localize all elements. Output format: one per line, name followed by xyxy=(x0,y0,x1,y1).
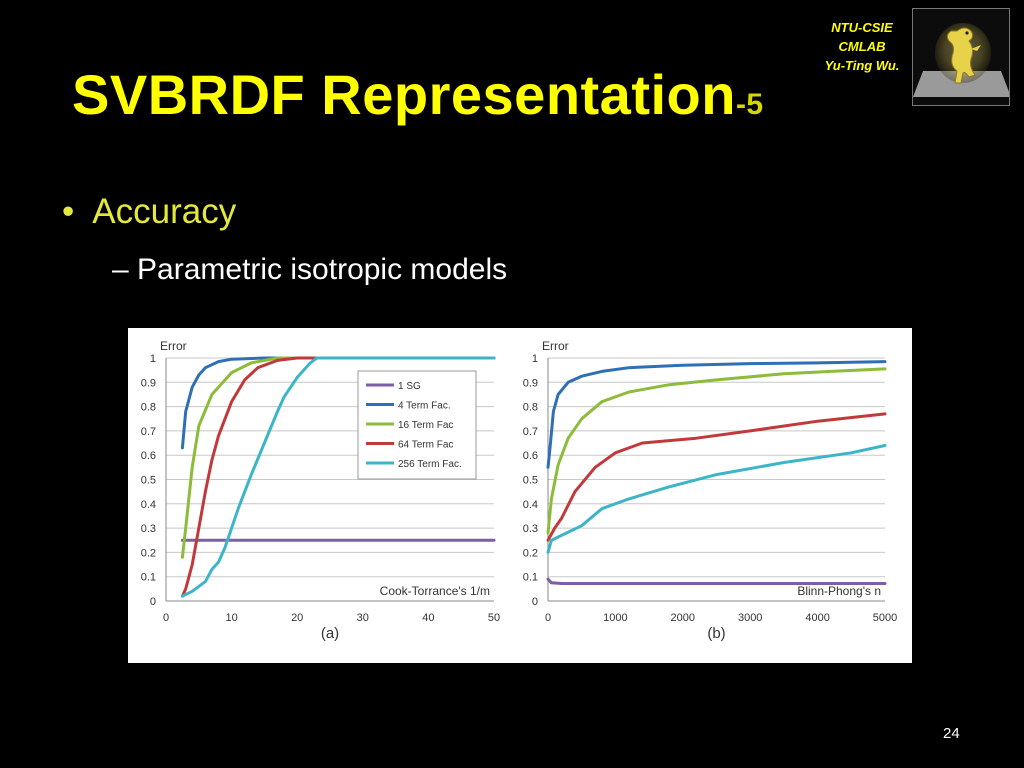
panel-b-ytick-label: 0.7 xyxy=(523,426,538,438)
panel-a-ylabel: Error xyxy=(160,339,187,353)
panel-b-ytick-label: 0.2 xyxy=(523,547,538,559)
panel-b-ytick-label: 0.5 xyxy=(523,475,538,487)
panel-a-panel-label: (a) xyxy=(321,625,339,642)
panel-a-xtick-label: 50 xyxy=(488,612,500,624)
panel-b-xtick-label: 3000 xyxy=(738,612,762,624)
panel-a-legend-label-5: 256 Term Fac. xyxy=(398,459,462,470)
bullet-accuracy: • Accuracy xyxy=(62,192,236,232)
error-chart-figure: 0 0.1 0.2 0.3 0.4 0.5 0.6 0.7 0.8 0.9 1 0 10 20 30 40 50… xyxy=(128,328,912,663)
panel-b-ytick-label: 0 xyxy=(532,596,538,608)
panel-a-ytick-label: 1 xyxy=(150,353,156,365)
panel-b-ytick-label: 0.1 xyxy=(523,572,538,584)
panel-a-series-line-2 xyxy=(180,356,496,450)
panel-b-xlabel: Blinn-Phong's n xyxy=(797,584,881,598)
dragon-icon xyxy=(913,9,1009,105)
panel-b-series-line-3 xyxy=(546,367,887,535)
slide-title-suffix: -5 xyxy=(735,88,764,121)
panel-b-xtick-label: 0 xyxy=(545,612,551,624)
panel-a-ytick-label: 0.6 xyxy=(141,450,156,462)
bullet-dot-icon: • xyxy=(62,192,75,231)
bullet-text: Accuracy xyxy=(92,192,237,231)
panel-a-ytick-label: 0.8 xyxy=(141,402,156,414)
logo-line-2: CMLAB xyxy=(838,39,886,54)
lab-logo-text: NTU-CSIE CMLAB Yu-Ting Wu. xyxy=(818,18,906,75)
panel-b-series-line-4 xyxy=(546,412,887,542)
panel-b-ytick-label: 0.9 xyxy=(523,377,538,389)
panel-a-ytick-label: 0.1 xyxy=(141,572,156,584)
logo-line-3: Yu-Ting Wu. xyxy=(824,58,900,73)
panel-b-series-line-1 xyxy=(546,577,887,585)
panel-a-legend-label-1: 1 SG xyxy=(398,381,421,392)
slide-title: SVBRDF Representation-5 xyxy=(72,62,764,127)
panel-a-ytick-label: 0.3 xyxy=(141,523,156,535)
dragon-logo-image xyxy=(912,8,1010,106)
panel-b-xtick-label: 5000 xyxy=(873,612,897,624)
panel-b-series-line-5 xyxy=(546,444,887,554)
panel-b-ytick-label: 1 xyxy=(532,353,538,365)
panel-a-legend-label-2: 4 Term Fac. xyxy=(398,401,451,412)
panel-a-xtick-label: 20 xyxy=(291,612,303,624)
subbullet-parametric: – Parametric isotropic models xyxy=(112,253,508,286)
panel-a-ytick-label: 0.5 xyxy=(141,475,156,487)
panel-a-ytick-label: 0 xyxy=(150,596,156,608)
panel-a-ytick-label: 0.7 xyxy=(141,426,156,438)
slide-title-text: SVBRDF Representation xyxy=(72,63,736,126)
panel-a-xtick-label: 10 xyxy=(225,612,237,624)
logo-line-1: NTU-CSIE xyxy=(831,20,893,35)
panel-b-ytick-label: 0.6 xyxy=(523,450,538,462)
page-number: 24 xyxy=(943,725,960,742)
error-charts-svg: 00.10.20.30.40.50.60.70.80.910 10 20 30 40 50… xyxy=(141,339,898,642)
panel-b-panel-label: (b) xyxy=(707,625,725,642)
panel-b-ytick-label: 0.8 xyxy=(523,402,538,414)
panel-b-xtick-label: 1000 xyxy=(603,612,627,624)
panel-b-series-line-2 xyxy=(546,360,887,469)
panel-a-xtick-label: 30 xyxy=(357,612,369,624)
panel-a-xtick-label: 0 xyxy=(163,612,169,624)
panel-a-series-line-3 xyxy=(180,356,496,559)
panel-a-series-line-4 xyxy=(180,356,496,598)
panel-b-xtick-label: 2000 xyxy=(671,612,695,624)
panel-a-ytick-label: 0.2 xyxy=(141,547,156,559)
panel-a-legend-label-4: 64 Term Fac xyxy=(398,440,453,451)
panel-a-ytick-label: 0.9 xyxy=(141,377,156,389)
panel-b-ylabel: Error xyxy=(542,339,569,353)
panel-a-legend-label-3: 16 Term Fac xyxy=(398,420,453,431)
panel-b-ytick-label: 0.3 xyxy=(523,523,538,535)
panel-b-ytick-label: 0.4 xyxy=(523,499,538,511)
panel-a-xlabel: Cook-Torrance's 1/m xyxy=(380,584,490,598)
panel-b-xtick-label: 4000 xyxy=(805,612,829,624)
panel-a-series-line-5 xyxy=(180,356,496,598)
panel-a-ytick-label: 0.4 xyxy=(141,499,156,511)
panel-a-xtick-label: 40 xyxy=(422,612,434,624)
